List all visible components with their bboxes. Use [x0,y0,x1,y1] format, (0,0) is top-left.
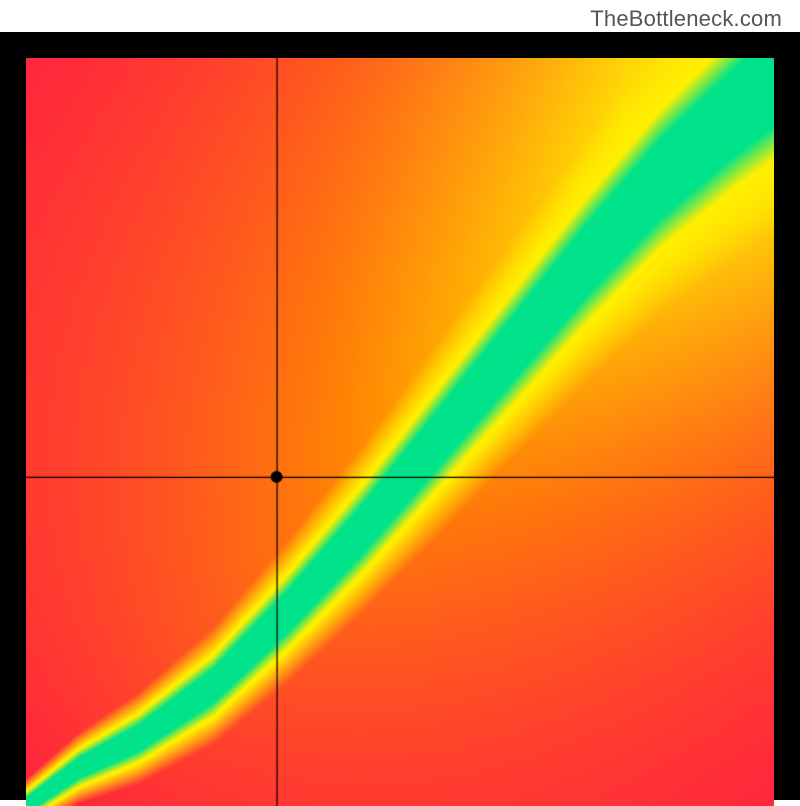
heatmap-canvas [26,58,774,806]
watermark-text: TheBottleneck.com [590,6,782,32]
